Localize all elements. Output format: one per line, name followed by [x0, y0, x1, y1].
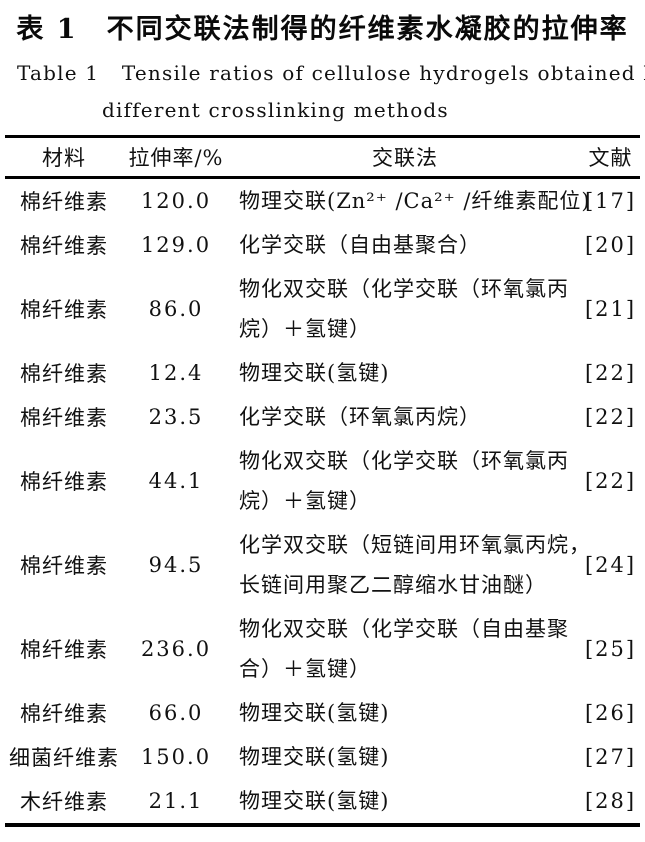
- table-row: 棉纤维素 66.0 物理交联(氢键) [26]: [5, 691, 640, 735]
- reference-cell: [20]: [584, 233, 637, 257]
- method-cell: 物化双交联（化学交联（环氧氯丙 烷）＋氢键）: [239, 277, 569, 341]
- material-cell: 棉纤维素: [20, 190, 108, 214]
- reference-cell: [17]: [584, 189, 637, 213]
- method-cell: 物理交联(氢键): [239, 361, 390, 385]
- table-row: 棉纤维素 86.0 物化双交联（化学交联（环氧氯丙 烷）＋氢键） [21]: [5, 267, 640, 351]
- method-cell: 物理交联(氢键): [239, 745, 390, 769]
- method-cell: 化学双交联（短链间用环氧氯丙烷， 长链间用聚乙二醇缩水甘油醚）: [239, 533, 591, 597]
- material-cell: 棉纤维素: [20, 554, 108, 578]
- method-cell: 物化双交联（化学交联（自由基聚 合）＋氢键）: [239, 617, 569, 681]
- method-cell: 化学交联（自由基聚合）: [239, 233, 481, 257]
- table-row: 棉纤维素 23.5 化学交联（环氧氯丙烷） [22]: [5, 395, 640, 439]
- method-cell: 物理交联(氢键): [239, 701, 390, 725]
- ratio-cell: 23.5: [148, 405, 204, 429]
- material-cell: 细菌纤维素: [9, 746, 119, 770]
- column-header-tensile-ratio: 拉伸率/%: [123, 136, 229, 179]
- table-row: 细菌纤维素 150.0 物理交联(氢键) [27]: [5, 735, 640, 779]
- table-row: 棉纤维素 120.0 物理交联(Zn²⁺ /Ca²⁺ /纤维素配位) [17]: [5, 178, 640, 224]
- method-cell: 化学交联（环氧氯丙烷）: [239, 405, 481, 429]
- material-cell: 棉纤维素: [20, 470, 108, 494]
- table-caption-zh: 表 1 不同交联法制得的纤维素水凝胶的拉伸率: [16, 14, 629, 45]
- tensile-ratio-table: 材料 拉伸率/% 交联法 文献 棉纤维素 120.0 物理交联(Zn²⁺ /Ca…: [5, 135, 640, 827]
- ratio-cell: 94.5: [148, 553, 204, 577]
- table-row: 棉纤维素 94.5 化学双交联（短链间用环氧氯丙烷， 长链间用聚乙二醇缩水甘油醚…: [5, 523, 640, 607]
- table-caption-en-line2: different crosslinking methods: [102, 98, 449, 122]
- reference-cell: [22]: [584, 469, 637, 493]
- method-cell: 物理交联(氢键): [239, 789, 390, 813]
- header-row: 材料 拉伸率/% 交联法 文献: [5, 136, 640, 179]
- reference-cell: [25]: [584, 637, 637, 661]
- ratio-cell: 236.0: [140, 637, 212, 661]
- table-row: 木纤维素 21.1 物理交联(氢键) [28]: [5, 779, 640, 825]
- material-cell: 木纤维素: [20, 790, 108, 814]
- reference-cell: [22]: [584, 405, 637, 429]
- reference-cell: [21]: [584, 297, 637, 321]
- ratio-cell: 66.0: [148, 701, 204, 725]
- column-header-crosslinking-method: 交联法: [229, 136, 581, 179]
- reference-cell: [28]: [584, 789, 637, 813]
- table-row: 棉纤维素 129.0 化学交联（自由基聚合） [20]: [5, 223, 640, 267]
- ratio-cell: 21.1: [148, 789, 204, 813]
- reference-cell: [24]: [584, 553, 637, 577]
- method-cell: 物化双交联（化学交联（环氧氯丙 烷）＋氢键）: [239, 449, 569, 513]
- column-header-material: 材料: [5, 136, 123, 179]
- reference-cell: [22]: [584, 361, 637, 385]
- table-row: 棉纤维素 44.1 物化双交联（化学交联（环氧氯丙 烷）＋氢键） [22]: [5, 439, 640, 523]
- ratio-cell: 44.1: [148, 469, 204, 493]
- ratio-cell: 129.0: [140, 233, 212, 257]
- table-row: 棉纤维素 12.4 物理交联(氢键) [22]: [5, 351, 640, 395]
- material-cell: 棉纤维素: [20, 406, 108, 430]
- table-caption-en-line1: Table 1 Tensile ratios of cellulose hydr…: [17, 61, 645, 85]
- ratio-cell: 12.4: [148, 361, 204, 385]
- reference-cell: [26]: [584, 701, 637, 725]
- ratio-cell: 120.0: [140, 189, 212, 213]
- material-cell: 棉纤维素: [20, 638, 108, 662]
- reference-cell: [27]: [584, 745, 637, 769]
- material-cell: 棉纤维素: [20, 702, 108, 726]
- ratio-cell: 150.0: [140, 745, 212, 769]
- table-row: 棉纤维素 236.0 物化双交联（化学交联（自由基聚 合）＋氢键） [25]: [5, 607, 640, 691]
- material-cell: 棉纤维素: [20, 234, 108, 258]
- material-cell: 棉纤维素: [20, 298, 108, 322]
- material-cell: 棉纤维素: [20, 362, 108, 386]
- method-cell: 物理交联(Zn²⁺ /Ca²⁺ /纤维素配位): [239, 189, 591, 213]
- column-header-reference: 文献: [581, 136, 640, 179]
- ratio-cell: 86.0: [148, 297, 204, 321]
